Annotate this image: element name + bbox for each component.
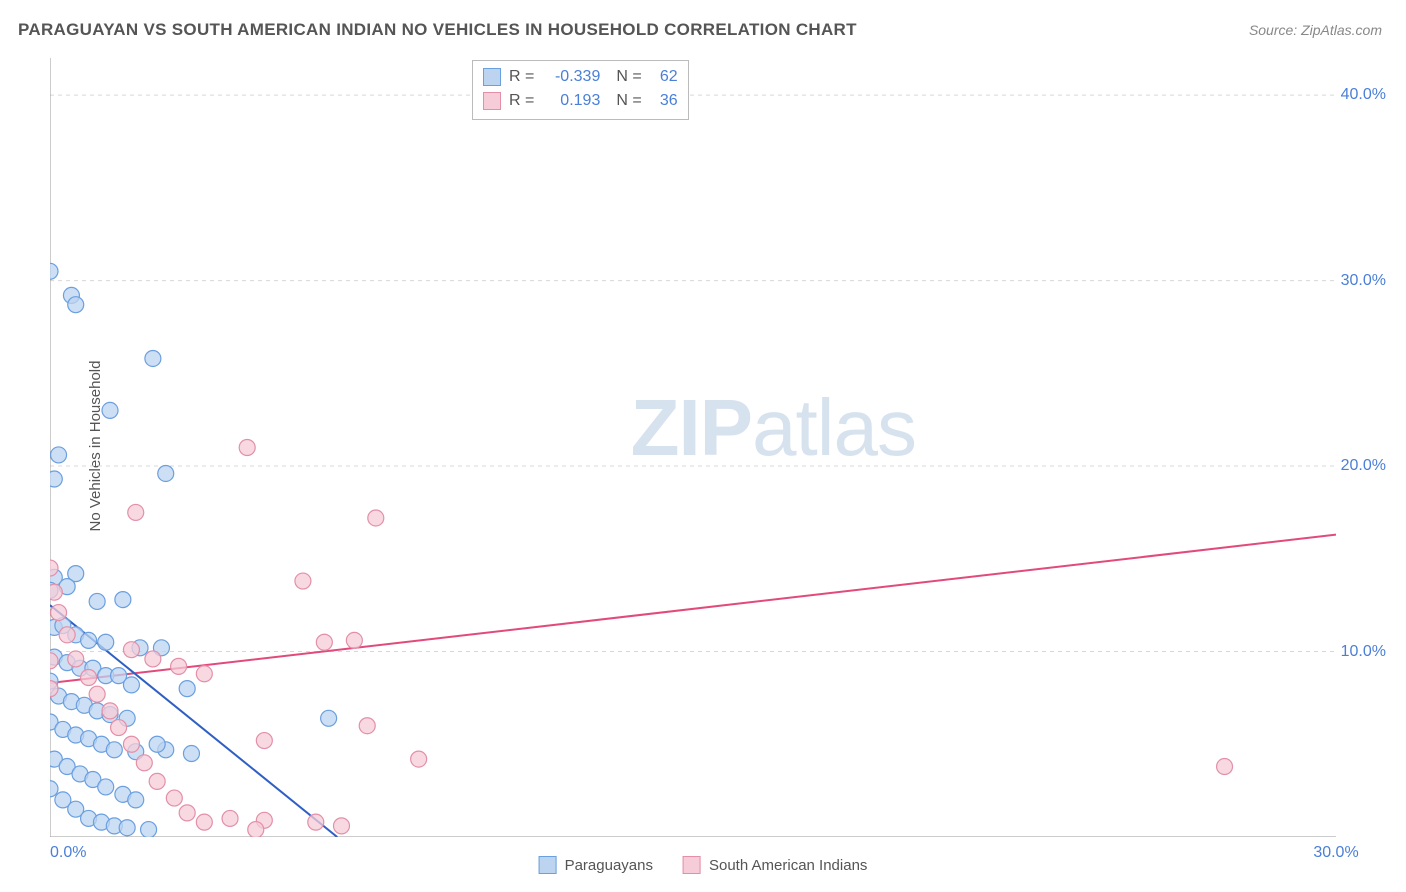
y-tick-label: 20.0% — [1341, 457, 1386, 475]
stats-row-paraguayans: R = -0.339 N = 62 — [483, 65, 678, 89]
legend-label: Paraguayans — [565, 857, 653, 874]
x-tick-label: 0.0% — [50, 844, 86, 862]
swatch-sai — [483, 92, 501, 110]
x-tick-label: 30.0% — [1313, 844, 1358, 862]
legend-item-sai: South American Indians — [683, 856, 867, 874]
r-label: R = — [509, 65, 534, 89]
legend-item-paraguayans: Paraguayans — [539, 856, 653, 874]
n-value-paraguayans: 62 — [650, 65, 678, 89]
y-tick-label: 10.0% — [1341, 643, 1386, 661]
chart-area — [50, 58, 1336, 837]
n-value-sai: 36 — [650, 89, 678, 113]
y-tick-label: 30.0% — [1341, 272, 1386, 290]
n-label: N = — [616, 65, 641, 89]
y-tick-label: 40.0% — [1341, 86, 1386, 104]
stats-row-sai: R = 0.193 N = 36 — [483, 89, 678, 113]
swatch-icon — [683, 856, 701, 874]
r-label: R = — [509, 89, 534, 113]
chart-title: PARAGUAYAN VS SOUTH AMERICAN INDIAN NO V… — [18, 20, 857, 40]
swatch-paraguayans — [483, 68, 501, 86]
stats-legend-box: R = -0.339 N = 62 R = 0.193 N = 36 — [472, 60, 689, 120]
legend-bottom: Paraguayans South American Indians — [539, 856, 868, 874]
scatter-plot — [50, 58, 1336, 837]
swatch-icon — [539, 856, 557, 874]
r-value-paraguayans: -0.339 — [542, 65, 600, 89]
r-value-sai: 0.193 — [542, 89, 600, 113]
n-label: N = — [616, 89, 641, 113]
legend-label: South American Indians — [709, 857, 867, 874]
source-attribution: Source: ZipAtlas.com — [1249, 22, 1382, 38]
